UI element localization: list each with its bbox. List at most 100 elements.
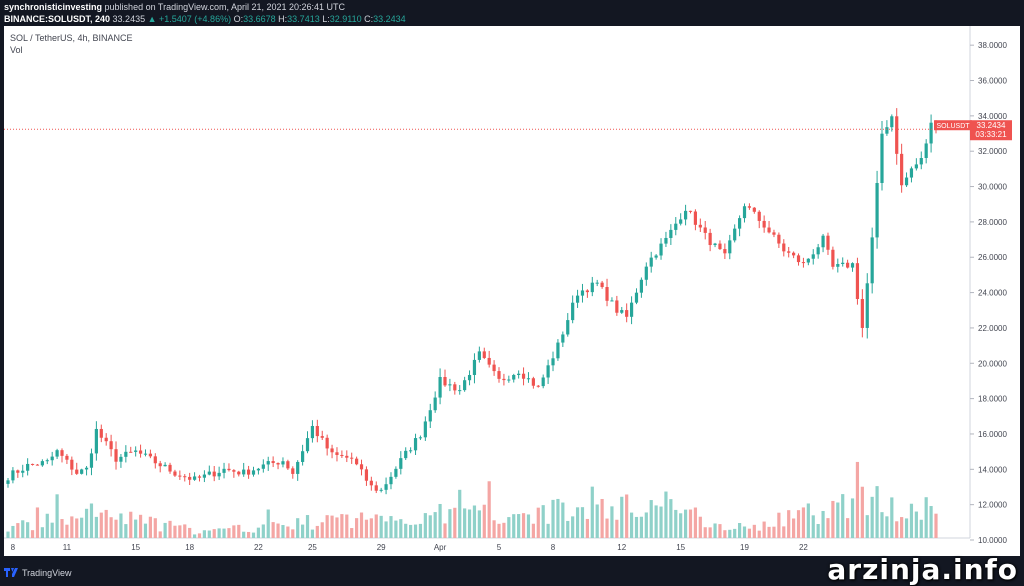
volume-bar bbox=[345, 514, 349, 538]
chart-legend: SOL / TetherUS, 4h, BINANCE Vol bbox=[10, 32, 133, 56]
volume-bar bbox=[551, 499, 555, 538]
candle-body bbox=[654, 255, 658, 258]
volume-bar bbox=[104, 509, 108, 538]
published-text: published on TradingView.com, April 21, … bbox=[104, 2, 346, 12]
candle-body bbox=[836, 264, 840, 267]
volume-bar bbox=[713, 523, 717, 538]
volume-bar bbox=[816, 523, 820, 538]
candle-body bbox=[777, 234, 781, 244]
candle-body bbox=[919, 157, 923, 165]
volume-bar bbox=[664, 491, 668, 538]
volume-bar bbox=[197, 533, 202, 538]
volume-bar bbox=[212, 529, 216, 538]
candle-body bbox=[428, 410, 432, 422]
publisher-name[interactable]: synchronisticinvesting bbox=[4, 2, 103, 12]
candle-body bbox=[782, 243, 786, 252]
volume-bar bbox=[129, 511, 133, 538]
candle-body bbox=[50, 456, 54, 461]
candle-body bbox=[389, 476, 393, 485]
volume-bar bbox=[45, 513, 49, 538]
candle-body bbox=[615, 300, 619, 313]
volume-bar bbox=[595, 504, 599, 538]
y-tick-label: 38.0000 bbox=[978, 41, 1007, 50]
price-chart[interactable]: 10.0000 12.0000 14.0000 16.0000 18.0000 20.00… bbox=[4, 26, 1020, 556]
volume-bar bbox=[561, 502, 565, 538]
volume-label: Vol bbox=[10, 45, 23, 55]
volume-bar bbox=[865, 515, 869, 538]
volume-bar bbox=[458, 489, 462, 538]
candle-body bbox=[138, 450, 143, 454]
candle-body bbox=[379, 489, 383, 491]
candle-body bbox=[526, 378, 531, 380]
candle-body bbox=[708, 232, 712, 246]
candle-body bbox=[900, 153, 904, 186]
volume-bar bbox=[40, 527, 44, 538]
volume-bar bbox=[315, 525, 319, 538]
volume-bar bbox=[821, 510, 825, 538]
candle-body bbox=[467, 374, 472, 381]
candle-body bbox=[482, 351, 486, 358]
candle-body bbox=[634, 292, 639, 303]
candle-body bbox=[561, 334, 565, 343]
volume-bar bbox=[467, 509, 472, 538]
volume-bar bbox=[217, 528, 221, 538]
volume-bar bbox=[80, 517, 84, 538]
candle-body bbox=[507, 379, 511, 381]
volume-bar bbox=[330, 515, 334, 538]
candle-body bbox=[585, 290, 589, 293]
volume-bar bbox=[84, 508, 89, 538]
candle-body bbox=[639, 279, 643, 293]
x-tick-label: 8 bbox=[11, 543, 16, 552]
volume-bar bbox=[305, 515, 310, 538]
candle-body bbox=[669, 229, 673, 238]
volume-bar bbox=[644, 512, 648, 538]
candle-body bbox=[60, 450, 64, 456]
chart-area[interactable]: 10.0000 12.0000 14.0000 16.0000 18.0000 20.00… bbox=[4, 26, 1020, 556]
volume-bar bbox=[737, 522, 742, 538]
candle-body bbox=[880, 133, 884, 184]
candle-body bbox=[816, 247, 820, 255]
volume-bar bbox=[335, 517, 339, 538]
candle-body bbox=[271, 461, 275, 464]
volume-bar bbox=[914, 511, 918, 538]
volume-bar bbox=[232, 525, 236, 538]
volume-bar bbox=[65, 524, 69, 538]
candle-body bbox=[11, 470, 15, 481]
candle-body bbox=[502, 378, 506, 381]
x-tick-label: 5 bbox=[497, 543, 502, 552]
candle-body bbox=[99, 428, 103, 438]
volume-bar bbox=[924, 497, 928, 538]
candle-body bbox=[659, 243, 663, 256]
candle-body bbox=[26, 463, 30, 471]
y-tick-label: 34.0000 bbox=[978, 112, 1007, 121]
candle-body bbox=[767, 227, 771, 233]
volume-bar bbox=[497, 523, 501, 538]
candle-body bbox=[374, 485, 378, 491]
volume-bar bbox=[526, 514, 531, 538]
volume-bar bbox=[389, 516, 393, 538]
volume-bar bbox=[934, 513, 938, 538]
candle-body bbox=[595, 282, 599, 284]
candle-body bbox=[566, 320, 570, 335]
candle-body bbox=[865, 283, 869, 328]
volume-bar bbox=[183, 524, 187, 538]
candle-body bbox=[458, 390, 462, 392]
y-tick-label: 32.0000 bbox=[978, 147, 1007, 156]
tradingview-brand[interactable]: TradingView bbox=[4, 567, 72, 579]
volume-bar bbox=[310, 529, 315, 538]
volume-bar bbox=[138, 514, 143, 538]
candle-body bbox=[644, 266, 648, 280]
volume-bar bbox=[502, 522, 506, 538]
volume-bar bbox=[904, 518, 909, 538]
candle-body bbox=[497, 371, 501, 379]
volume-bar bbox=[900, 517, 904, 538]
chart-header: synchronisticinvesting published on Trad… bbox=[0, 0, 1024, 26]
candle-body bbox=[762, 220, 766, 228]
candle-body bbox=[664, 237, 668, 244]
volume-bar bbox=[359, 512, 364, 538]
volume-bar bbox=[850, 498, 855, 538]
volume-bar bbox=[178, 525, 182, 538]
candle-body bbox=[620, 310, 624, 313]
candle-body bbox=[153, 456, 157, 464]
volume-bar bbox=[453, 507, 457, 538]
